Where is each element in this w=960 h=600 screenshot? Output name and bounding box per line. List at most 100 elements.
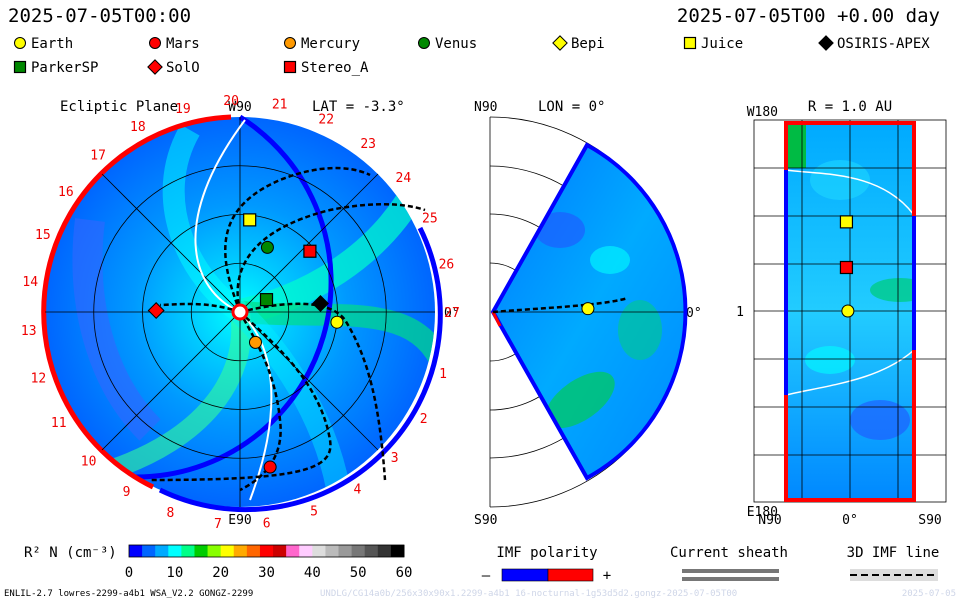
legend-marker-mercury — [284, 37, 296, 49]
colorbar-segment — [273, 545, 287, 557]
colorbar-tick-40: 40 — [304, 565, 321, 581]
legend-marker-stereo-a — [283, 60, 297, 74]
carrington-tick-8: 8 — [166, 506, 174, 521]
ecliptic-body-stereo-a — [303, 244, 317, 258]
legend-label-venus: Venus — [435, 36, 477, 52]
carrington-tick-11: 11 — [51, 416, 67, 431]
current-sheath-swatch-1 — [682, 569, 779, 573]
imf-polarity-negative-arc — [135, 114, 334, 480]
legend-label-osiris-apex: OSIRIS-APEX — [837, 36, 930, 52]
legend-marker-juice — [683, 36, 697, 50]
carrington-tick-21: 21 — [272, 98, 288, 113]
ecliptic-body-parkersp — [259, 293, 274, 307]
legend-label-solo: SolO — [166, 60, 200, 76]
colorbar-segment — [168, 545, 182, 557]
legend-label-bepi: Bepi — [571, 36, 605, 52]
ecliptic-body-venus — [260, 240, 274, 254]
ecliptic-bodies — [147, 213, 344, 474]
ecliptic-panel: Ecliptic Plane LAT = -3.3° W90 E90 0° — [21, 94, 460, 532]
colorbar-label: R² N (cm⁻³) — [24, 545, 117, 561]
density-colorbar — [128, 544, 405, 558]
imf-polarity-label: IMF polarity — [496, 545, 597, 561]
colorbar-segment — [155, 545, 169, 557]
ecliptic-body-juice — [243, 213, 257, 227]
ecliptic-title: Ecliptic Plane — [60, 99, 178, 115]
meridional-body-earth — [581, 302, 595, 316]
colorbar-segment — [194, 545, 209, 557]
sun-marker — [231, 303, 249, 321]
carrington-tick-14: 14 — [22, 275, 38, 290]
ecliptic-body-osiris-apex — [311, 295, 329, 313]
legend-label-parkersp: ParkerSP — [31, 60, 98, 76]
sky-bottom-left-label: E180 — [747, 505, 778, 520]
colorbar-segment — [390, 545, 405, 557]
carrington-tick-2: 2 — [420, 412, 428, 427]
ecliptic-right-label: 0° — [444, 306, 460, 321]
colorbar-segment — [220, 545, 235, 557]
colorbar-tick-20: 20 — [212, 565, 229, 581]
imf-polarity-positive-arc — [41, 114, 232, 490]
carrington-tick-20: 20 — [223, 94, 239, 109]
ecliptic-body-solo — [147, 302, 165, 320]
carrington-tick-16: 16 — [58, 185, 74, 200]
colorbar-tick-0: 0 — [125, 565, 133, 581]
sky-x-tick-2: S90 — [918, 513, 941, 528]
sky-body-juice — [839, 215, 854, 229]
colorbar-segment — [377, 545, 392, 557]
ecliptic-bottom-label: E90 — [228, 513, 251, 528]
carrington-tick-4: 4 — [353, 483, 361, 498]
carrington-tick-6: 6 — [263, 516, 271, 531]
footer-run-id: UNDLG/CG14a0b/256x30x90x1.2299-a4b1 16-n… — [320, 589, 737, 599]
colorbar-segment — [233, 545, 248, 557]
colorbar-segment — [129, 545, 143, 557]
meridional-right-label: 0° — [686, 306, 702, 321]
ecliptic-lat-label: LAT = -3.3° — [312, 99, 405, 115]
carrington-tick-13: 13 — [21, 324, 37, 339]
sky-x-tick-0: N90 — [758, 513, 781, 528]
legend-marker-earth — [14, 37, 26, 49]
sky-top-left-label: W180 — [747, 105, 778, 120]
legend-marker-osiris-apex — [818, 35, 834, 51]
sky-map-panel: R = 1.0 AU W180 1 E180 N90 0° S90 — [736, 99, 947, 528]
colorbar-segment — [338, 545, 353, 557]
sky-mid-left-label: 1 — [736, 305, 744, 320]
meridional-bottom-label: S90 — [474, 513, 497, 528]
ecliptic-current-sheath — [194, 119, 273, 501]
imf-polarity-plus: + — [603, 568, 611, 584]
carrington-tick-27: 27 — [444, 306, 460, 321]
sky-body-stereo-a — [839, 260, 854, 275]
sky-x-tick-1: 0° — [842, 513, 858, 528]
colorbar-segment — [325, 545, 340, 557]
carrington-tick-24: 24 — [396, 171, 412, 186]
ecliptic-body-mercury — [248, 335, 262, 349]
carrington-tick-10: 10 — [81, 454, 97, 469]
imf-line-label: 3D IMF line — [847, 545, 940, 561]
carrington-tick-23: 23 — [360, 137, 376, 152]
colorbar-segment — [246, 545, 261, 557]
ecliptic-top-label: W90 — [228, 100, 251, 115]
ecliptic-density-features — [72, 124, 435, 502]
footer-right: 2025-07-05 — [902, 589, 956, 599]
meridional-panel: N90 LON = 0° S90 0° — [474, 99, 702, 528]
colorbar-segment — [364, 545, 379, 557]
carrington-tick-25: 25 — [422, 212, 438, 227]
colorbar-tick-50: 50 — [350, 565, 367, 581]
carrington-tick-1: 1 — [439, 367, 447, 382]
current-sheath-swatch-2 — [682, 577, 779, 581]
colorbar-segment — [259, 545, 274, 557]
carrington-tick-22: 22 — [318, 112, 334, 127]
footer-model: ENLIL-2.7 lowres-2299-a4b1 WSA_V2.2 GONG… — [4, 589, 253, 599]
legend-label-mars: Mars — [166, 36, 200, 52]
colorbar-segment — [351, 545, 366, 557]
colorbar-segment — [142, 545, 156, 557]
spacecraft-legend: Earth Mars Mercury Venus Bepi Juice OSIRIS-APE… — [13, 35, 930, 76]
colorbar-ticks: 0 10 20 30 40 50 60 — [125, 565, 413, 581]
sky-body-earth — [841, 304, 855, 318]
legend-marker-solo — [147, 59, 163, 75]
colorbar-segment — [312, 545, 326, 557]
colorbar-segment — [207, 545, 222, 557]
carrington-tick-12: 12 — [31, 372, 47, 387]
colorbar-segment — [181, 545, 195, 557]
